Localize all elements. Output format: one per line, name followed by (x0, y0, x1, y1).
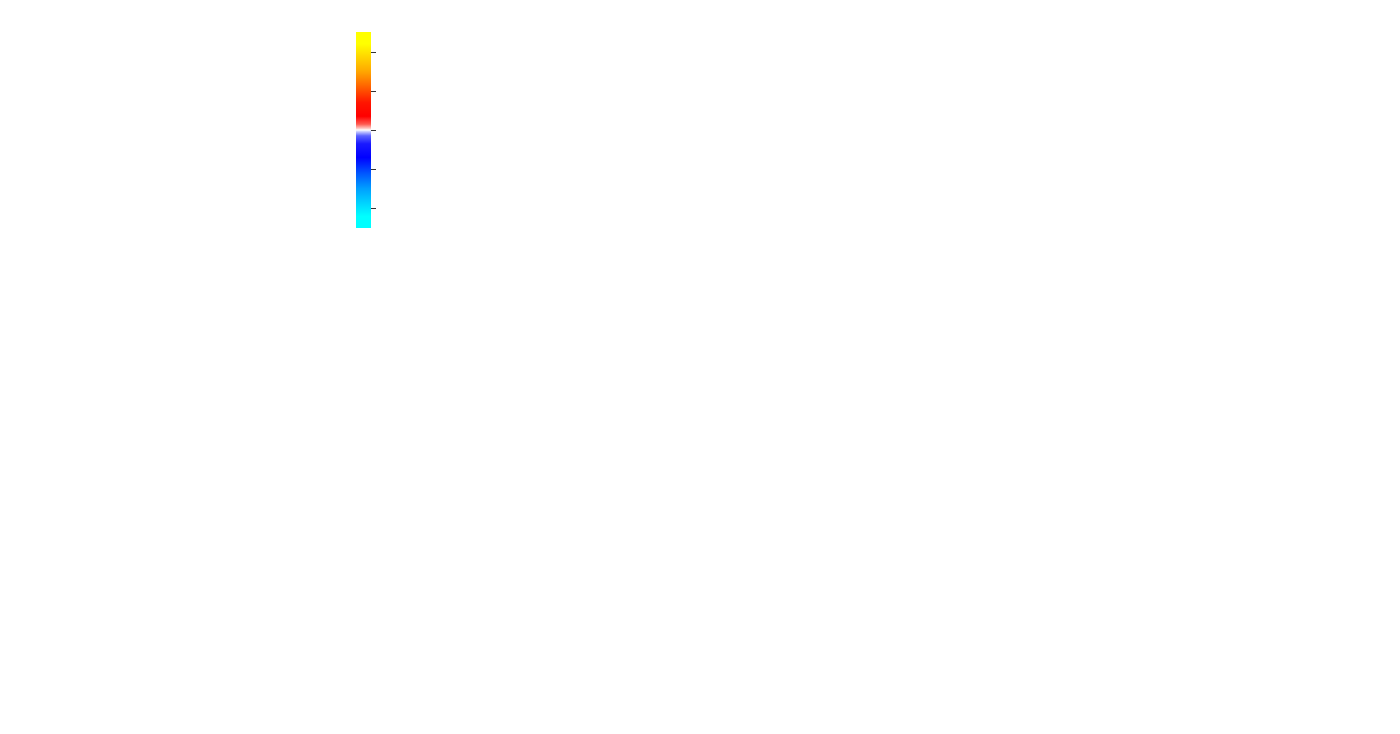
colorbar-tick-mark (371, 130, 376, 131)
colorbar-gradient (356, 32, 371, 228)
colorbar-tick-mark (371, 90, 376, 92)
colorbar-tick-mark (371, 169, 376, 171)
colorbar (356, 32, 376, 228)
vorticity-field-image (10, 32, 346, 235)
subplot-panel-r0-c0 (0, 0, 466, 245)
colorbar-tick-mark (371, 51, 376, 53)
field-canvas (10, 32, 346, 235)
colorbar-tick-mark (371, 208, 376, 210)
